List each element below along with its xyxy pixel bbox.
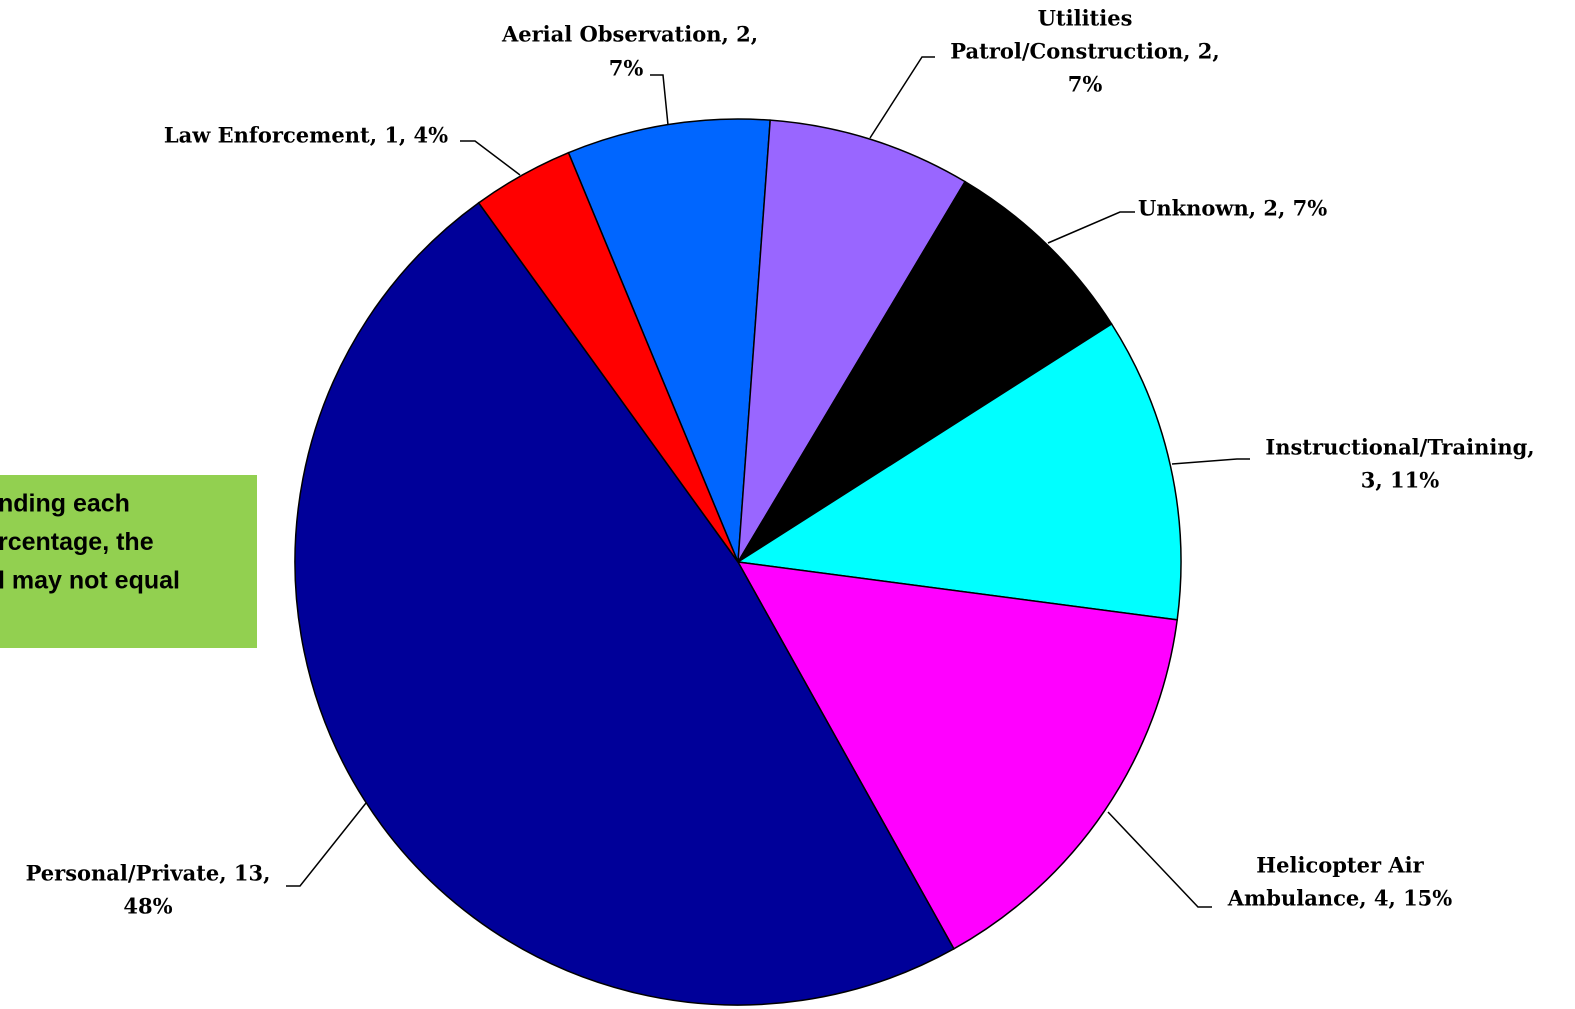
data-label: Helicopter Air [1256,853,1424,878]
data-label: Patrol/Construction, 2, [950,39,1219,64]
pie-slice [477,151,739,563]
data-label: Ambulance, 4, 15% [1227,886,1453,911]
pie-slice [737,119,967,563]
pie-slice [735,322,1182,621]
data-label: Law Enforcement, 1, 4% [164,123,448,148]
note-text: rcentage, the [0,528,154,556]
data-label: 3, 11% [1361,468,1439,493]
data-label: Unknown, 2, 7% [1138,196,1327,221]
pie-slice [294,201,955,1006]
data-label: Utilities [1038,6,1133,31]
data-label: 48% [123,894,172,919]
note-text: l may not equal [0,567,180,595]
leader-line [869,56,935,139]
data-label: Instructional/Training, [1265,435,1534,460]
note-box [0,475,257,648]
pie-slice [736,561,1179,950]
leader-line [650,74,669,126]
data-label: 7% [609,56,644,81]
data-label: Personal/Private, 13, [26,861,271,886]
leader-line [1047,211,1135,244]
pie-slice [737,180,1113,563]
leader-line [1107,811,1212,908]
note-text: nding each [0,490,130,518]
leader-line [286,802,367,887]
data-label: 7% [1068,72,1103,97]
data-label: Aerial Observation, 2, [501,22,758,47]
leader-line [1171,458,1250,465]
leader-line [460,140,521,176]
